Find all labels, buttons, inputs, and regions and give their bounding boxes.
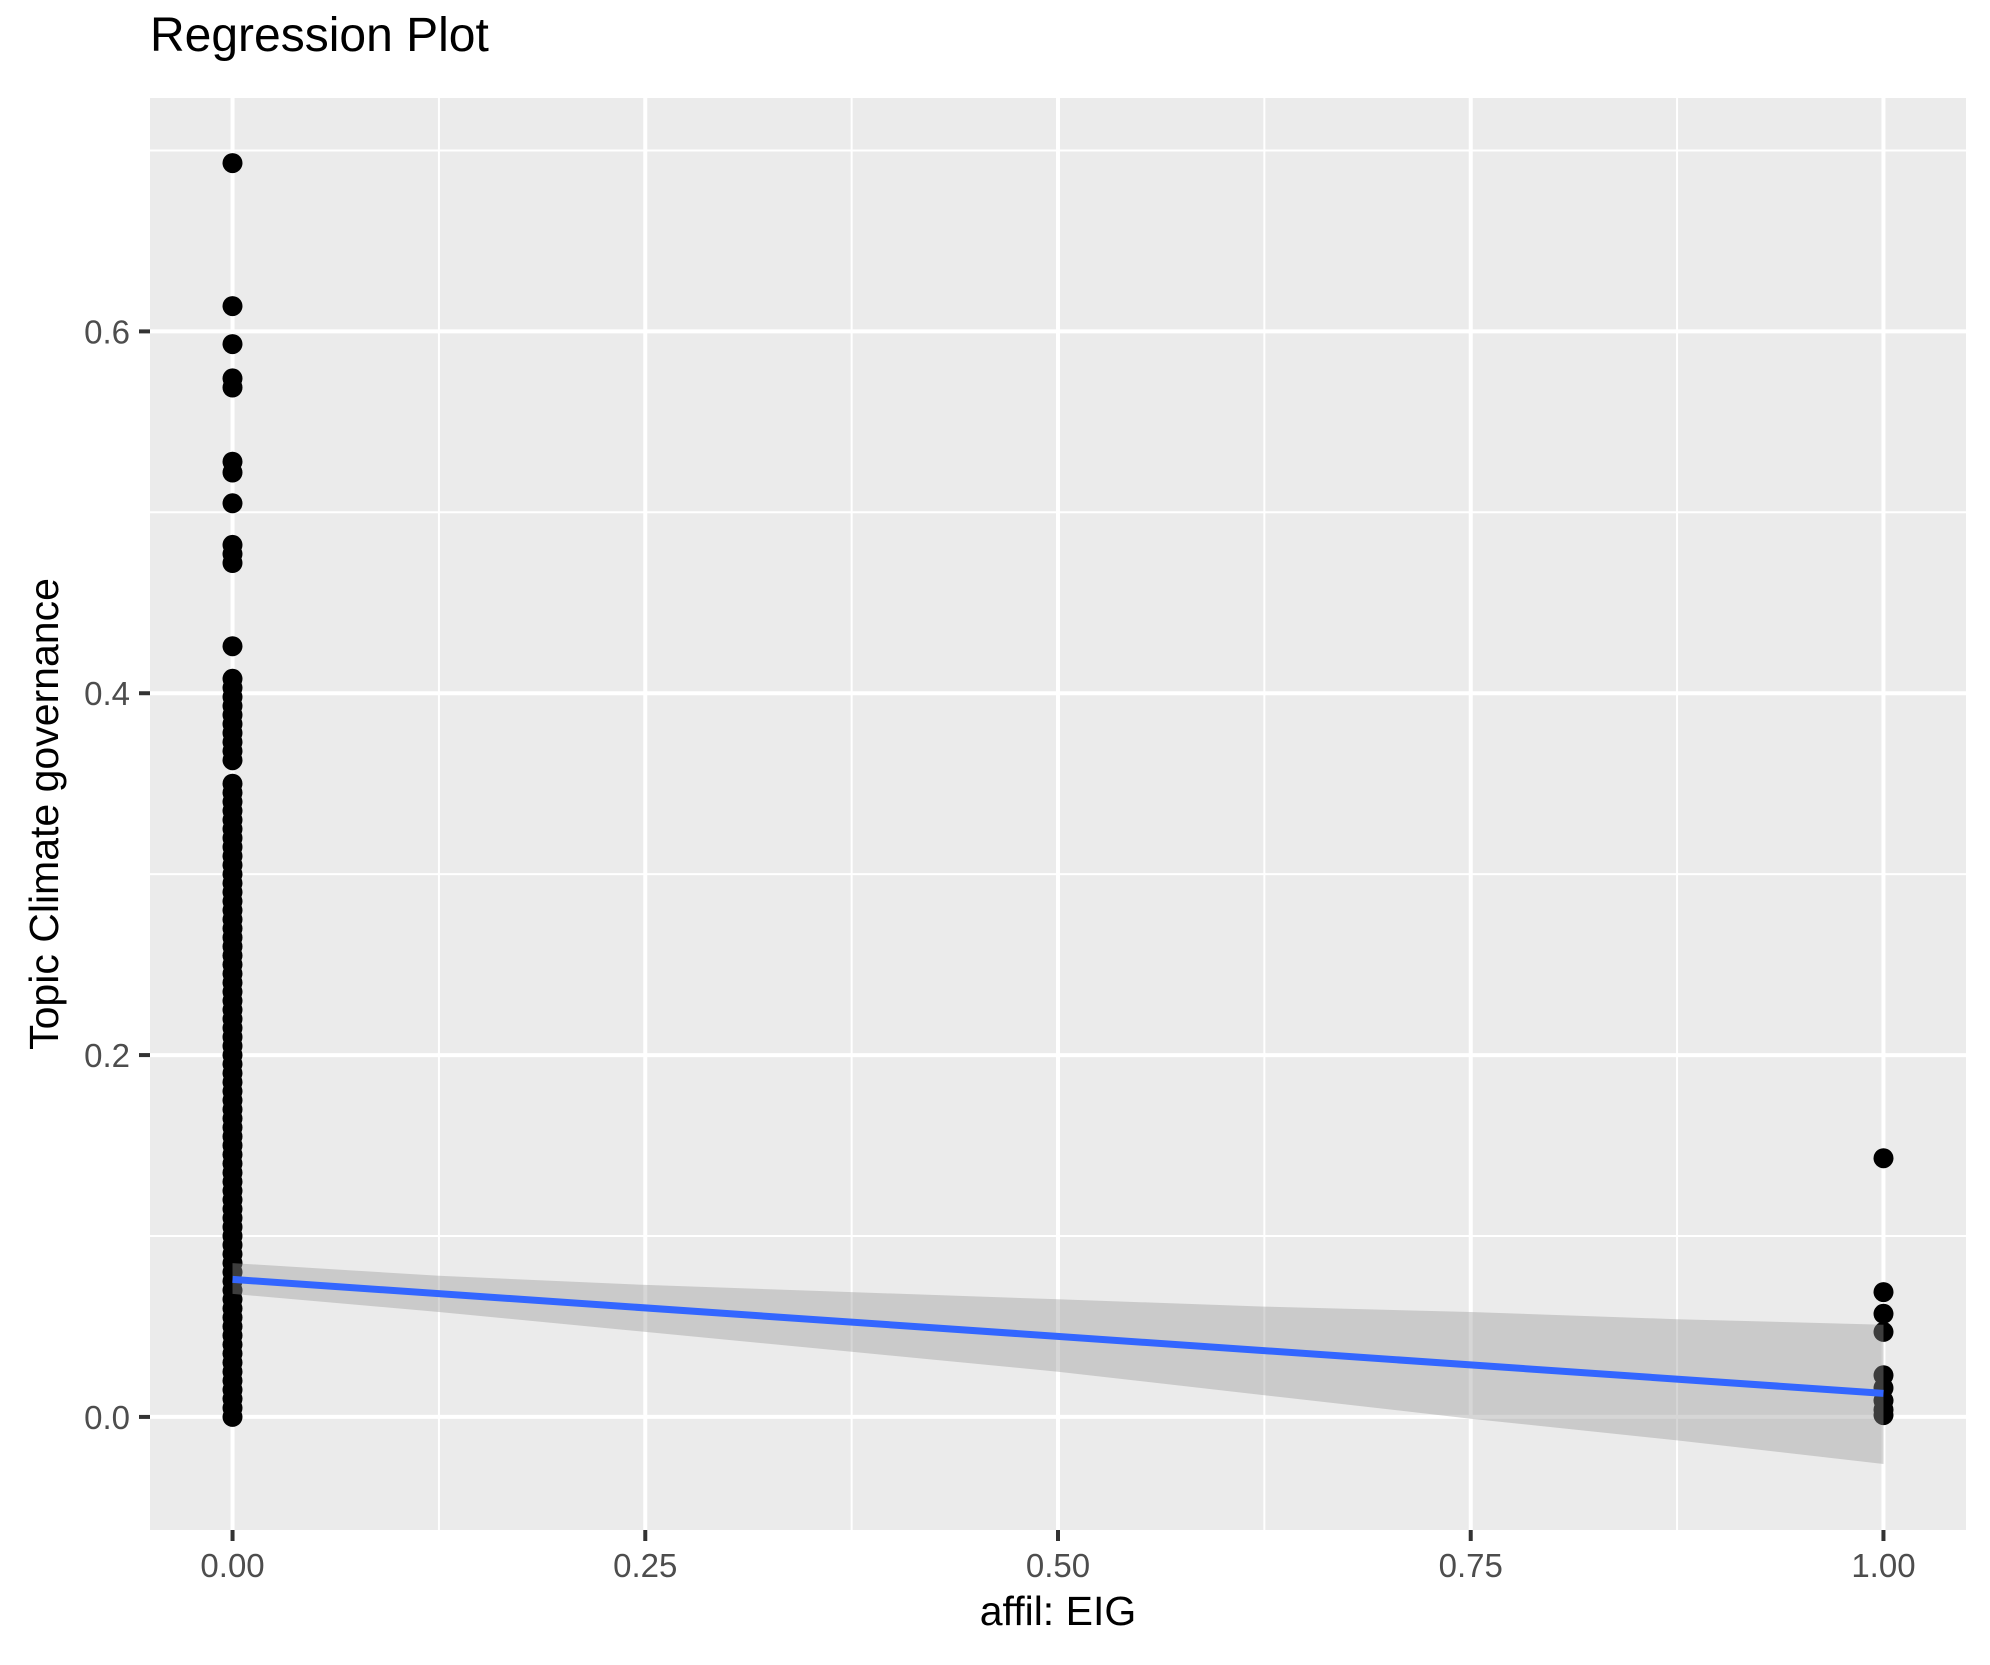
y-tick-label: 0.4 [84, 675, 130, 712]
plot-title: Regression Plot [150, 9, 489, 62]
x-tick-label: 0.50 [1026, 1547, 1090, 1584]
scatter-points-affil-1 [1873, 1148, 1894, 1426]
x-tick-label: 0.00 [200, 1547, 264, 1584]
x-axis-title: affil: EIG [979, 1588, 1137, 1634]
x-tick-label: 0.25 [613, 1547, 677, 1584]
x-tick-label: 0.75 [1439, 1547, 1503, 1584]
y-tick-label: 0.6 [84, 313, 130, 350]
regression-line [232, 1275, 1884, 1397]
y-tick-label: 0.2 [84, 1037, 130, 1074]
confidence-band [232, 1263, 1884, 1464]
y-tick-label: 0.0 [84, 1399, 130, 1436]
x-tick-labels: 0.00 0.25 0.50 0.75 1.00 [200, 1547, 1915, 1584]
scatter-points-affil-0 [222, 153, 243, 1427]
axis-tick-marks [139, 329, 1886, 1541]
y-tick-labels: 0.0 0.2 0.4 0.6 [84, 313, 130, 1436]
x-tick-label: 1.00 [1851, 1547, 1915, 1584]
y-axis-title: Topic Climate governance [21, 578, 67, 1050]
